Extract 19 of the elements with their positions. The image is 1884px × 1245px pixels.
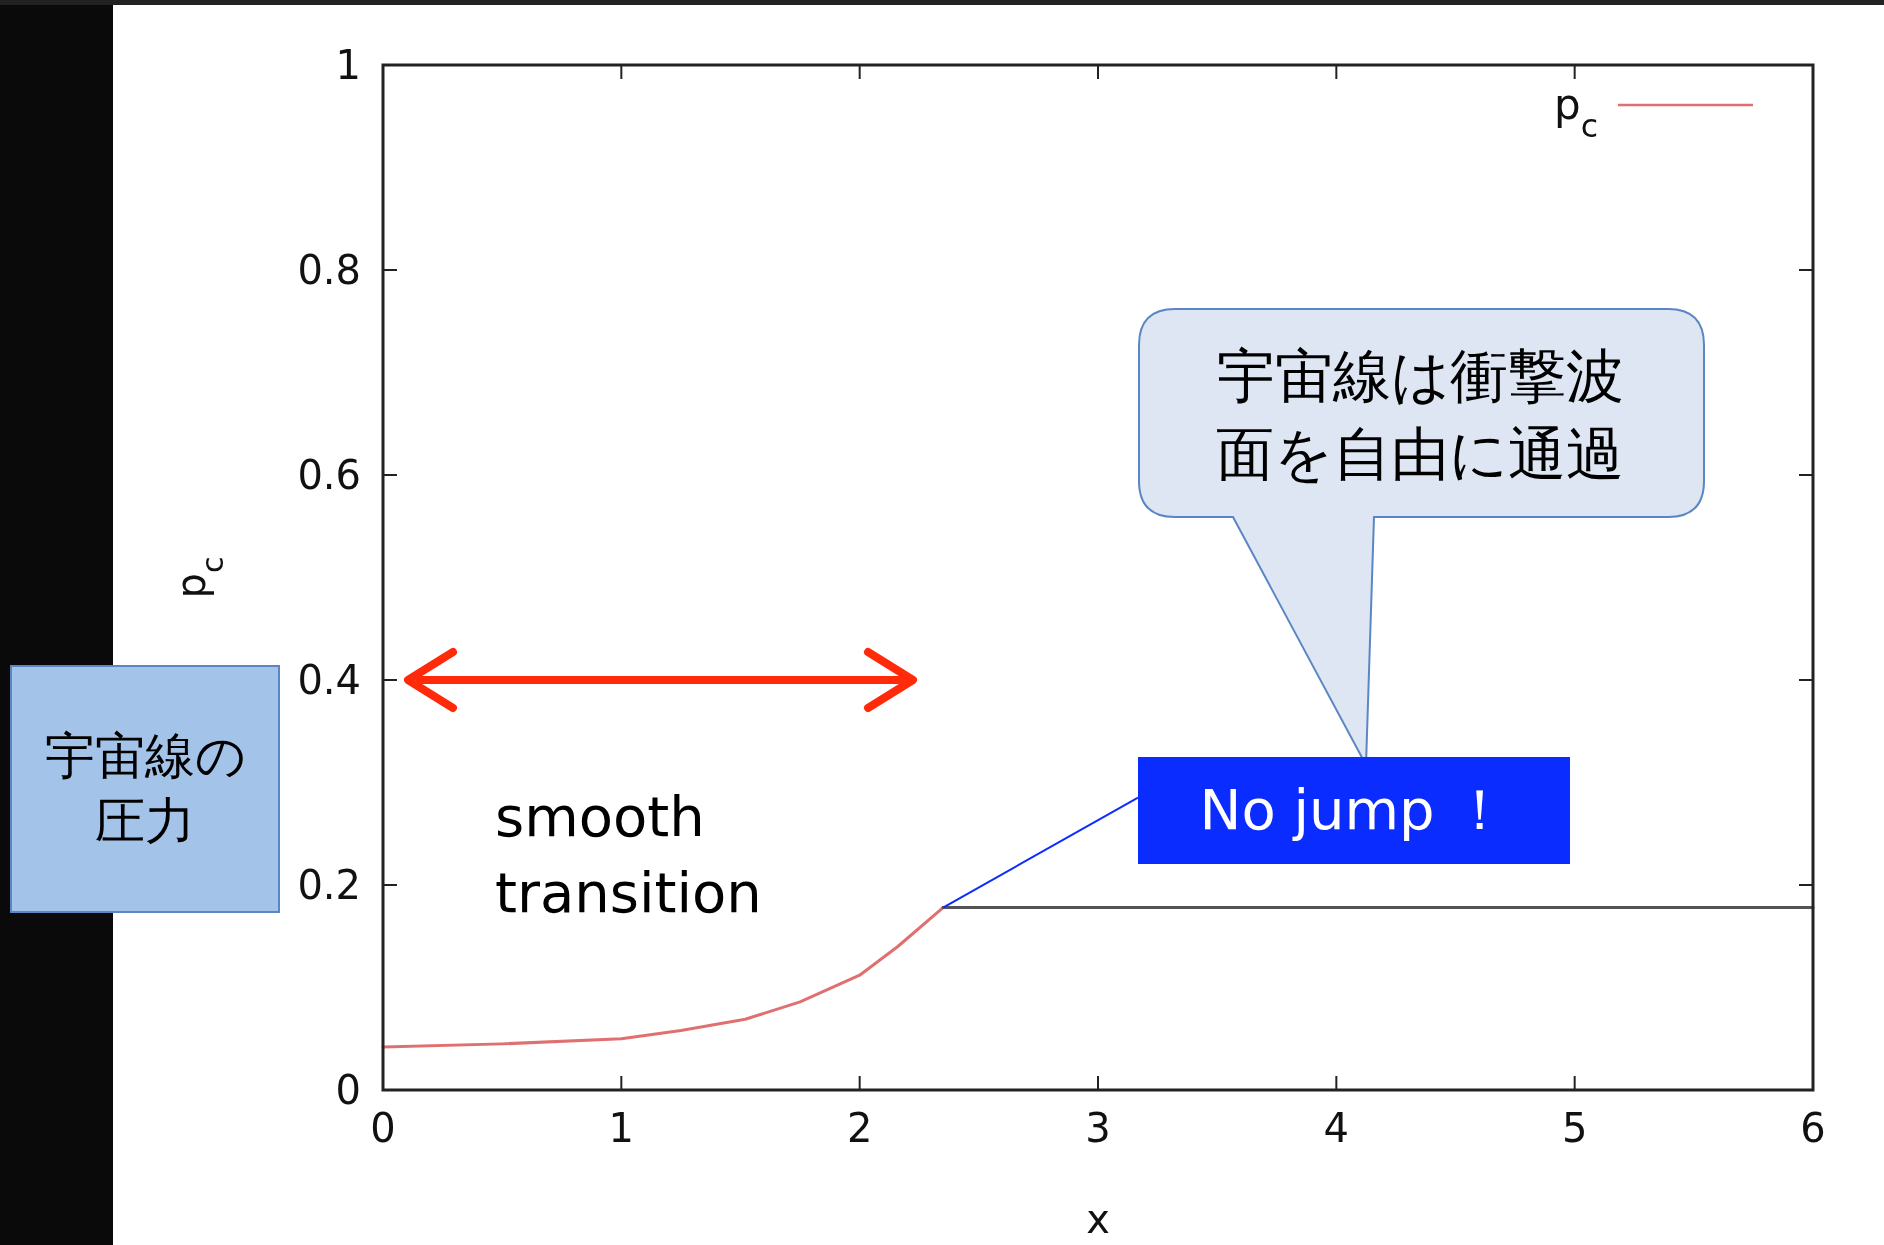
annotation: No jump ！ xyxy=(1199,775,1509,844)
x-tick-label: 2 xyxy=(846,1105,873,1151)
x-tick-label: 0 xyxy=(370,1105,396,1151)
legend-label: p$_{c}$ xyxy=(1554,80,1598,144)
y-tick-label: 1 xyxy=(335,42,361,88)
text: 宇宙線の圧力 xyxy=(43,726,247,852)
y-tick-label: 0.4 xyxy=(297,657,361,703)
annotation: smooth transition xyxy=(495,783,763,927)
x-tick-label: 5 xyxy=(1561,1105,1588,1151)
y-tick-label: 0.2 xyxy=(297,862,361,908)
y-tick-label: 0 xyxy=(335,1067,361,1113)
annotation: 宇宙線は衝撃波面を自由に通過 xyxy=(1215,340,1625,490)
x-tick-label: 6 xyxy=(1800,1105,1826,1151)
y-tick-label: 0.6 xyxy=(297,452,361,498)
x-tick-label: 4 xyxy=(1323,1105,1350,1151)
x-axis-title: x xyxy=(1086,1196,1110,1242)
x-tick-label: 3 xyxy=(1085,1105,1111,1151)
y-tick-label: 0.8 xyxy=(297,247,361,293)
x-tick-label: 1 xyxy=(608,1105,635,1151)
